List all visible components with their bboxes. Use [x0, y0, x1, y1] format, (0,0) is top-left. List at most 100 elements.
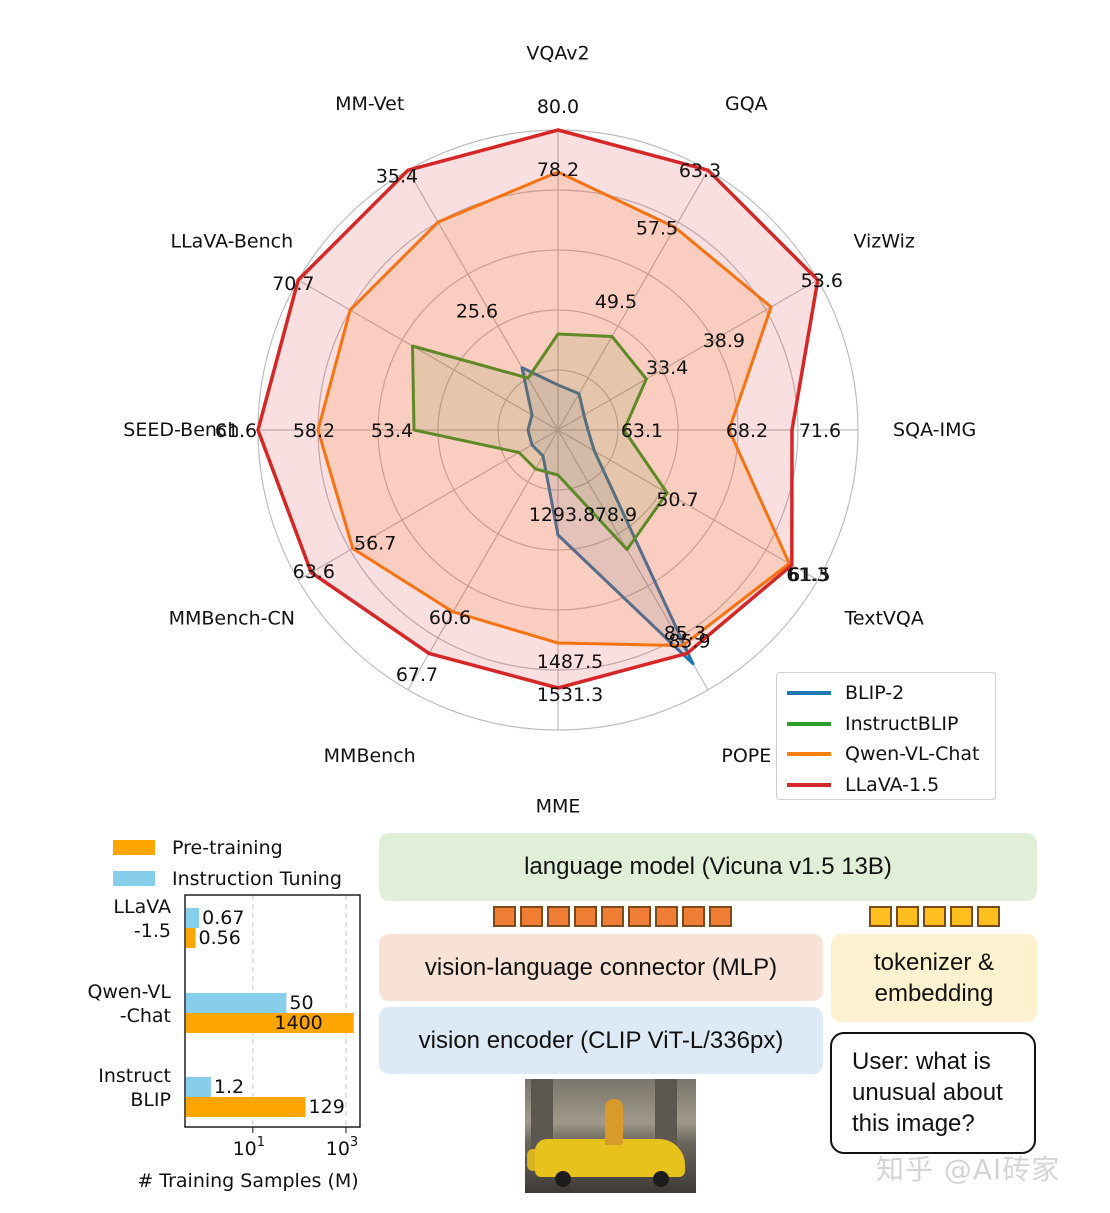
- tokenizer-box: tokenizer & embedding: [831, 934, 1037, 1022]
- bar-legend-swatch: [113, 840, 155, 855]
- bar-value-label: 1400: [274, 1012, 322, 1034]
- radar-legend-item: InstructBLIP: [787, 709, 995, 740]
- radar-axis-label: MMBench: [324, 745, 416, 767]
- radar-spoke: [557, 429, 819, 581]
- bar-value-label: 0.56: [199, 927, 241, 949]
- radar-value-label: 33.4: [646, 357, 688, 379]
- radar-value-label: 63.3: [679, 160, 721, 182]
- radar-spoke: [557, 279, 819, 431]
- radar-axis-label: MMBench-CN: [169, 607, 295, 629]
- bar-value-label: 1.2: [214, 1076, 244, 1098]
- legend-swatch: [787, 721, 831, 726]
- radar-spoke: [297, 429, 559, 581]
- bar-category-label: -1.5: [134, 920, 171, 942]
- radar-value-label: 53.4: [371, 420, 413, 442]
- radar-value-label: 53.6: [801, 270, 843, 292]
- watermark: 知乎 @AI砖家: [876, 1153, 1061, 1186]
- bar-axes-frame: [184, 894, 361, 1128]
- bar-chart: Pre-training Instruction Tuning 101 103 # T…: [87, 837, 361, 1192]
- legend-label: BLIP-2: [845, 682, 905, 705]
- bar-value-label: 129: [309, 1096, 345, 1118]
- radar-series-blip-2: [520, 366, 695, 666]
- radar-legend-item: BLIP-2: [787, 678, 995, 709]
- radar-axis-label: MME: [536, 796, 581, 818]
- legend-swatch: [787, 782, 831, 787]
- radar-axis-label: VizWiz: [853, 231, 914, 253]
- bar-legend: Pre-training Instruction Tuning: [113, 837, 342, 890]
- radar-value-label: 85.3: [664, 623, 706, 645]
- radar-value-label: 50.7: [656, 489, 698, 511]
- user-prompt-bubble: User: what is unusual about this image?: [830, 1032, 1036, 1154]
- radar-axis-label: TextVQA: [843, 607, 923, 629]
- legend-label: Qwen-VL-Chat: [845, 743, 980, 766]
- bar-axes: 101 103 # Training Samples (M): [137, 894, 361, 1192]
- radar-value-label: 60.6: [429, 607, 471, 629]
- bar-value-label: 0.67: [202, 907, 244, 929]
- radar-value-label: 58.2: [293, 420, 335, 442]
- radar-value-label: 1531.3: [537, 684, 603, 706]
- radar-value-label: 56.7: [354, 533, 396, 555]
- bar-instruction-tuning: [186, 1077, 211, 1097]
- legend-label: LLaVA-1.5: [845, 773, 940, 796]
- radar-spoke: [407, 169, 559, 431]
- radar-axis-label: MM-Vet: [335, 93, 404, 115]
- radar-value-label: 71.6: [799, 420, 841, 442]
- radar-value-label: 85.9: [668, 630, 710, 652]
- radar-value-label: 61.6: [215, 420, 257, 442]
- bar-xtick-label: 103: [326, 1135, 358, 1160]
- radar-series-llava-1-5: [256, 128, 820, 690]
- radar-chart: VQAv2 GQA VizWiz SQA-IMG TextVQA POPE MME MMBen…: [123, 42, 976, 818]
- radar-axis-label: LLaVA-Bench: [171, 231, 294, 253]
- radar-axis-label: SEED-Bench: [123, 419, 239, 441]
- radar-legend-item: LLaVA-1.5: [787, 770, 995, 801]
- radar-spoke: [557, 169, 709, 431]
- radar-value-label: 25.6: [456, 300, 498, 322]
- radar-value-label: 1293.8: [529, 504, 595, 526]
- bar-pre-training: [186, 928, 196, 948]
- language-model-label: language model (Vicuna v1.5 13B): [524, 853, 892, 881]
- radar-value-label: 67.7: [396, 664, 438, 686]
- bar-xlabel: # Training Samples (M): [137, 1170, 358, 1192]
- radar-value-label: 35.4: [376, 165, 418, 187]
- radar-value-label: 68.2: [726, 420, 768, 442]
- radar-value-label: 70.7: [272, 273, 314, 295]
- radar-value-label: 1487.5: [537, 651, 603, 673]
- radar-value-label: 38.9: [703, 330, 745, 352]
- bar-instruction-tuning: [186, 993, 287, 1013]
- bar-xtick-label: 101: [233, 1135, 265, 1160]
- bar-value-label: 50: [289, 992, 313, 1014]
- radar-value-label: 57.5: [636, 217, 678, 239]
- connector-label: vision-language connector (MLP): [424, 953, 778, 981]
- tokenizer-label: tokenizer & embedding: [873, 948, 995, 1007]
- radar-axis-label: POPE: [721, 745, 771, 767]
- language-model-box: language model (Vicuna v1.5 13B): [379, 833, 1037, 901]
- radar-series-instructblip: [411, 332, 669, 552]
- text-tokens: [869, 906, 1000, 927]
- user-prompt-text: User: what is unusual about this image?: [852, 1048, 1003, 1138]
- radar-spoke: [407, 429, 559, 691]
- bar-category-label: LLaVA: [113, 896, 171, 918]
- radar-spoke: [297, 279, 559, 431]
- radar-value-label: 80.0: [537, 96, 579, 118]
- radar-series-qwen-vl-chat: [316, 170, 791, 648]
- legend-swatch: [787, 691, 831, 696]
- radar-value-label: 61.5: [788, 564, 830, 586]
- radar-legend-item: Qwen-VL-Chat: [787, 739, 995, 770]
- bar-category-label: Instruct: [98, 1065, 171, 1087]
- bar-category-label: Qwen-VL: [87, 981, 171, 1003]
- bar-legend-swatch: [113, 871, 155, 886]
- radar-value-label: 63.1: [621, 420, 663, 442]
- bar-legend-label: Instruction Tuning: [172, 868, 342, 890]
- radar-value-label: 49.5: [595, 291, 637, 313]
- vision-encoder-box: vision encoder (CLIP ViT-L/336px): [379, 1007, 823, 1074]
- bar-instruction-tuning: [186, 908, 200, 928]
- radar-axis-label: SQA-IMG: [893, 419, 976, 441]
- radar-series: [256, 128, 820, 690]
- radar-values: 80.0 78.2 49.5 63.3 57.5 53.6 38.9 33.4 71.6 68.2…: [215, 96, 843, 706]
- connector-box: vision-language connector (MLP): [379, 934, 823, 1001]
- radar-value-label: 63.6: [293, 561, 335, 583]
- radar-value-label: 78.2: [537, 159, 579, 181]
- radar-value-label: 61.3: [786, 564, 828, 586]
- vision-encoder-label: vision encoder (CLIP ViT-L/336px): [418, 1026, 784, 1054]
